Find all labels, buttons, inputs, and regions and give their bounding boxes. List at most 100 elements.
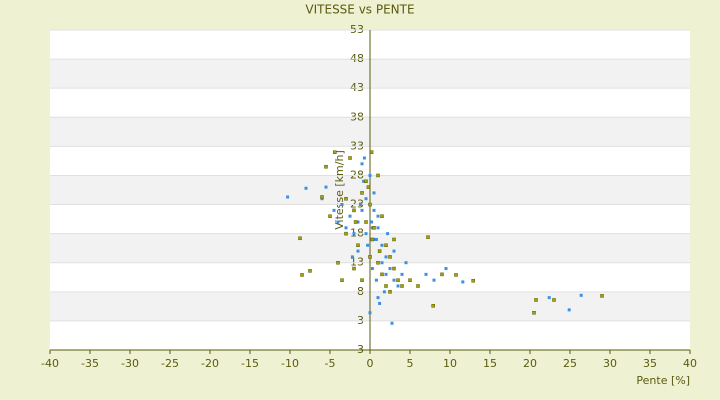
point (360, 162, 364, 166)
x-tick-label: -30 (121, 357, 139, 370)
point (366, 185, 371, 189)
point (286, 195, 290, 199)
point (348, 214, 352, 218)
x-tick-label: 40 (683, 357, 697, 370)
x-axis-label: Pente [%] (636, 374, 690, 387)
point (352, 266, 356, 271)
point (396, 284, 400, 288)
point (600, 294, 604, 298)
point (369, 150, 374, 154)
point (376, 173, 380, 178)
point (392, 266, 396, 271)
point (400, 284, 404, 288)
point (404, 261, 408, 265)
point (333, 150, 337, 154)
x-tick-label: 20 (523, 357, 537, 370)
point (360, 208, 364, 212)
point (392, 249, 396, 253)
point (364, 220, 368, 224)
point (364, 197, 368, 201)
point (416, 284, 420, 288)
point (547, 296, 551, 300)
point (356, 243, 360, 248)
point (324, 185, 328, 189)
point (431, 304, 435, 308)
point (350, 255, 354, 259)
y-axis-label: Vitesse [km/h] (333, 150, 346, 230)
x-tick-label: -10 (281, 357, 299, 370)
x-tick-label: 0 (367, 357, 374, 370)
point (380, 272, 384, 277)
x-tick-label: -35 (81, 357, 99, 370)
point (344, 196, 348, 201)
point (364, 179, 368, 184)
point (392, 237, 396, 242)
x-tick-label: 35 (643, 357, 657, 370)
point (386, 232, 390, 236)
point (370, 267, 374, 271)
point (324, 164, 328, 169)
point (376, 226, 380, 230)
x-tick-label: 5 (407, 357, 414, 370)
point (356, 220, 360, 224)
point (384, 284, 388, 288)
point (454, 273, 458, 277)
point (368, 202, 372, 207)
point (380, 214, 384, 218)
point (353, 220, 358, 224)
point (388, 255, 392, 259)
chart-title: VITESSE vs PENTE (305, 3, 414, 17)
point (552, 298, 556, 302)
point (534, 298, 538, 302)
point (372, 226, 376, 230)
point (372, 191, 376, 195)
point (336, 260, 340, 265)
x-tick-label: -5 (325, 357, 336, 370)
point (376, 296, 380, 300)
point (366, 243, 370, 247)
point (392, 278, 396, 282)
point (332, 208, 336, 212)
point (384, 243, 388, 248)
x-tick-label: 15 (483, 357, 497, 370)
x-tick-label: -25 (161, 357, 179, 370)
point (426, 235, 430, 239)
point (396, 278, 400, 282)
point (374, 278, 378, 282)
point (382, 290, 386, 294)
point (380, 243, 384, 247)
point (308, 269, 312, 273)
point (384, 255, 388, 259)
x-tick-label: 10 (443, 357, 457, 370)
point (440, 272, 444, 277)
x-tick-label: -40 (41, 357, 59, 370)
point (388, 290, 392, 294)
point (300, 273, 304, 277)
point (364, 232, 368, 236)
point (304, 186, 308, 190)
point (368, 311, 372, 315)
point (358, 203, 362, 207)
point (362, 179, 366, 183)
point (340, 278, 344, 282)
point (374, 237, 378, 241)
x-tick-label: 30 (603, 357, 617, 370)
x-tick-label: -15 (241, 357, 259, 370)
x-tick-label: 25 (563, 357, 577, 370)
x-tick-label: -20 (201, 357, 219, 370)
point (356, 249, 360, 253)
point (344, 231, 348, 236)
point (579, 293, 583, 297)
point (368, 255, 372, 259)
point (370, 237, 375, 242)
point (380, 261, 384, 265)
point (370, 220, 374, 224)
point (444, 267, 448, 271)
point (348, 156, 352, 160)
point (376, 260, 380, 265)
point (567, 308, 571, 312)
point (328, 214, 332, 218)
point (360, 278, 364, 282)
point (400, 272, 404, 276)
